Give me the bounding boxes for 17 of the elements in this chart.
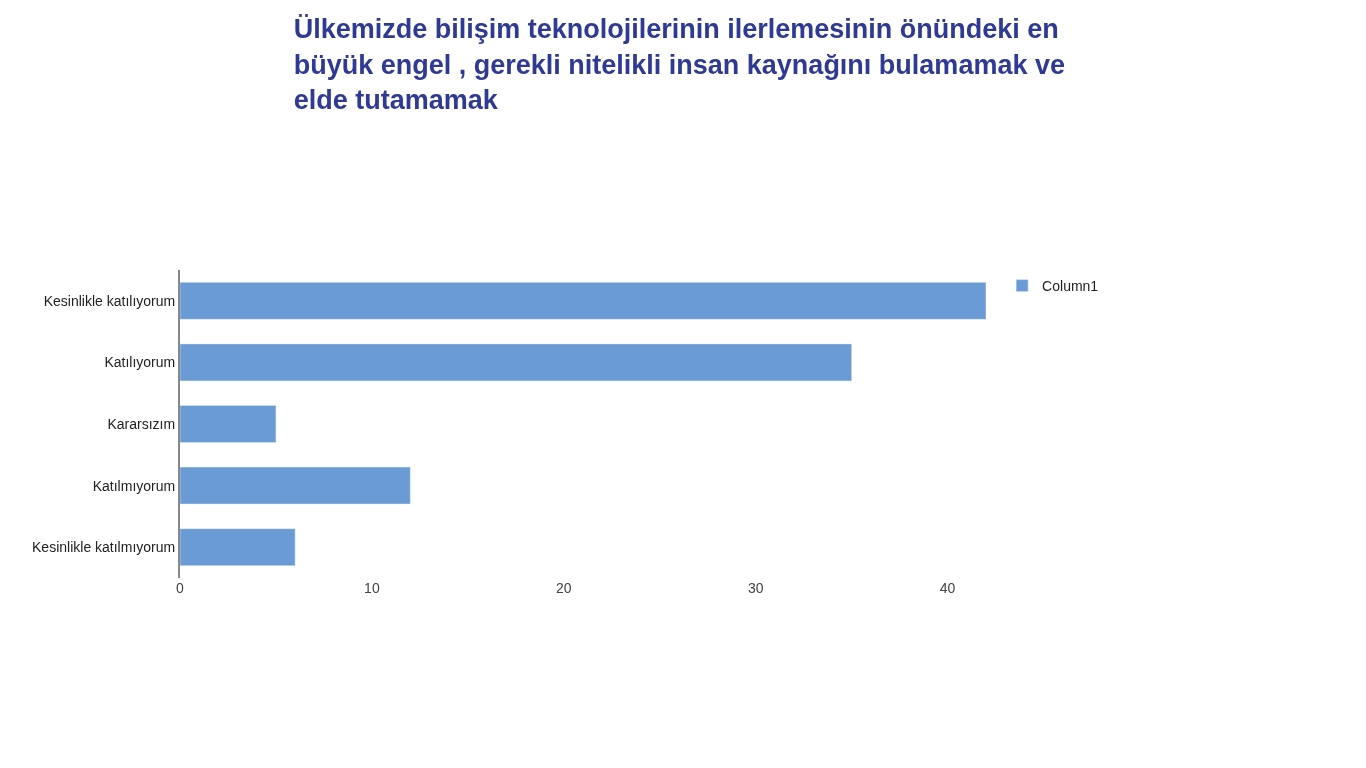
bar	[180, 528, 296, 566]
x-tick-label: 0	[176, 580, 185, 596]
bar	[180, 282, 986, 320]
x-tick-label: 40	[939, 580, 956, 596]
y-tick-label: Kesinlikle katılıyorum	[43, 292, 176, 309]
bar	[180, 405, 277, 443]
y-tick-label: Katılıyorum	[104, 354, 176, 371]
x-tick-label: 30	[747, 580, 764, 596]
chart-title: Ülkemizde bilişim teknolojilerinin ilerlemesinin önündeki en büyük engel , gerekli nitelikli insan kaynağını bulamamak ve elde tutamamak	[293, 14, 1065, 115]
x-tick-label: 10	[364, 580, 380, 596]
y-tick-label: Kesinlikle katılmıyorum	[32, 539, 176, 556]
y-tick-label: Katılmıyorum	[92, 477, 176, 494]
bar	[180, 466, 411, 505]
bar	[180, 343, 852, 382]
y-tick-label: Kararsızım	[107, 415, 176, 432]
x-tick-label: 20	[556, 580, 572, 596]
legend-label: Column1	[1042, 278, 1099, 295]
